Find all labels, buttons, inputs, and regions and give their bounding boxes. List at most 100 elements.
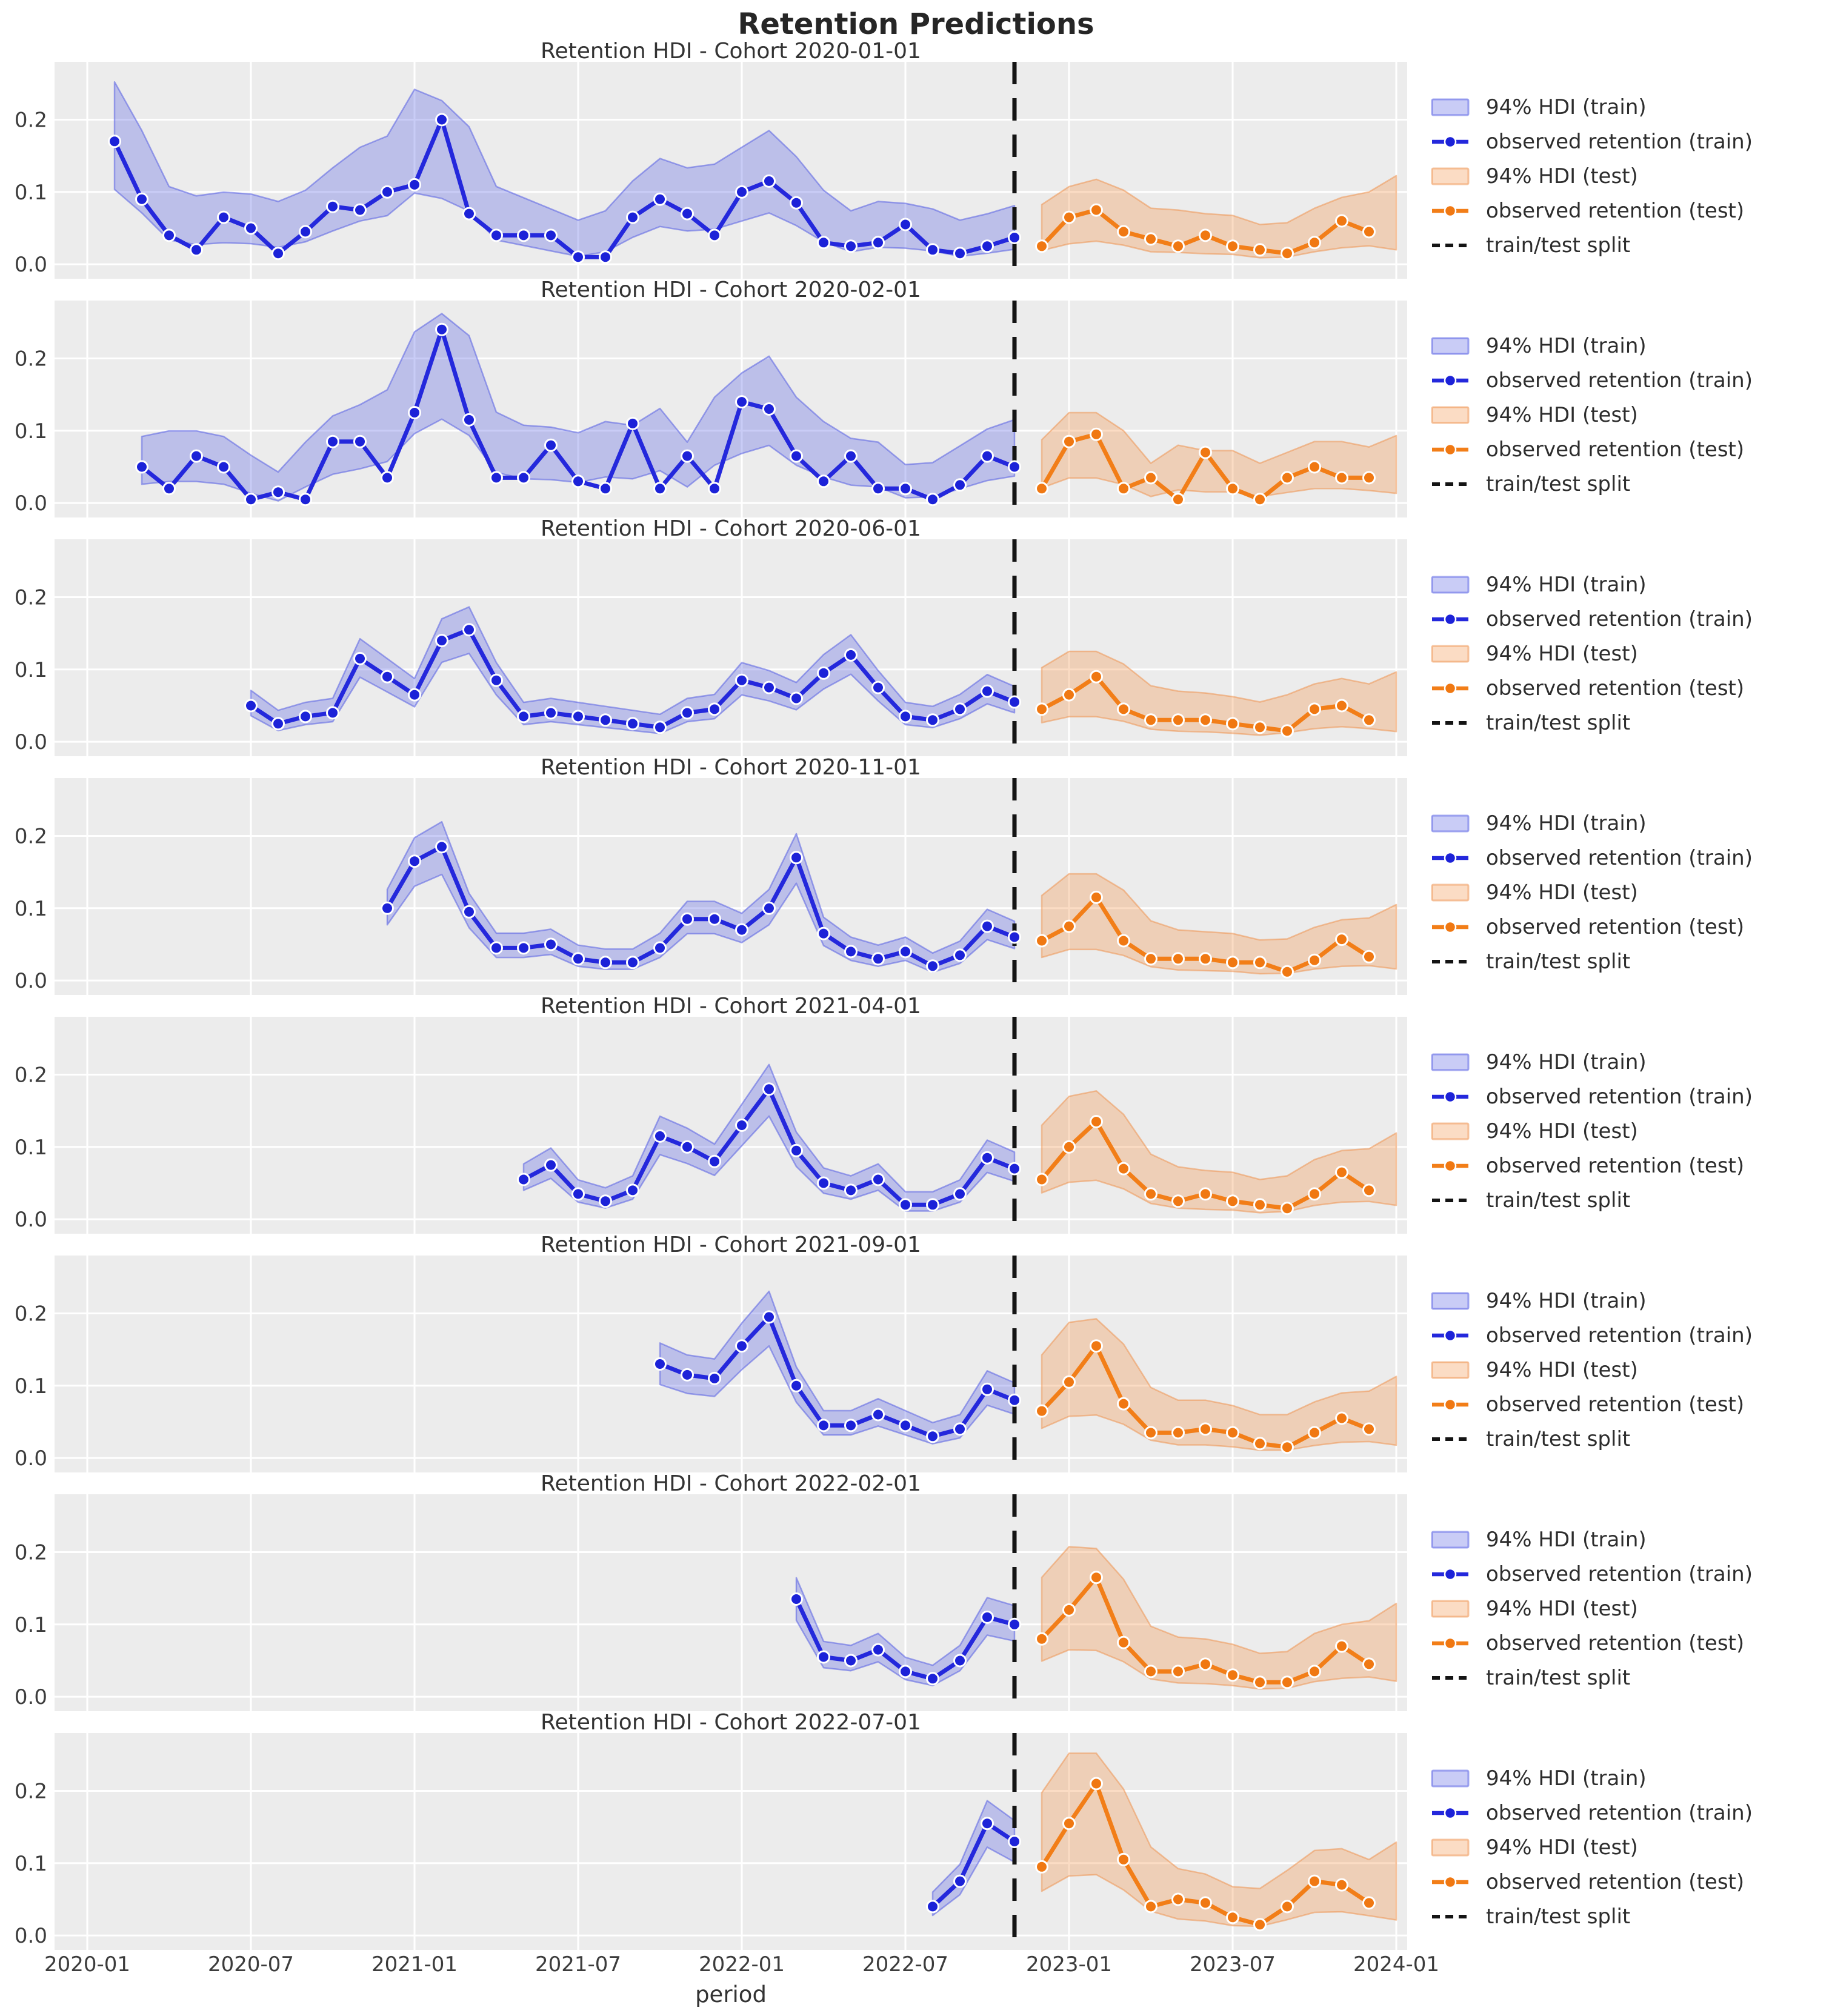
band-train-icon (1431, 1292, 1470, 1309)
observed-point (217, 460, 230, 474)
y-tick-label: 0.1 (15, 419, 47, 444)
observed-point (353, 203, 367, 217)
observed-point (1035, 1860, 1048, 1874)
observed-point (599, 713, 612, 727)
observed-point (1199, 1896, 1212, 1910)
observed-point (162, 482, 176, 496)
observed-point (1008, 460, 1021, 474)
y-tick-label: 0.1 (15, 1374, 47, 1399)
observed-point (626, 717, 639, 731)
line-train-icon (1432, 1806, 1468, 1819)
observed-point (408, 688, 421, 702)
legend-label: 94% HDI (train) (1486, 1527, 1647, 1552)
y-tick-label: 0.0 (15, 253, 47, 277)
observed-point (653, 482, 667, 496)
legend-label: 94% HDI (train) (1486, 811, 1647, 836)
axes-background (55, 1733, 1407, 1950)
dashed-split-icon (1432, 720, 1468, 725)
observed-point (1117, 1162, 1130, 1176)
legend-item-dashed-split: train/test split (1412, 1899, 1832, 1934)
observed-point (1335, 1411, 1348, 1425)
observed-point (1090, 1571, 1103, 1585)
observed-point (1062, 919, 1076, 933)
legend-label: train/test split (1486, 1188, 1631, 1213)
subplot-row: 0.0 0.1 0.2 94% HDI (train) observed retent… (0, 301, 1832, 517)
legend-item-line-test: observed retention (test) (1412, 910, 1832, 944)
y-tick-label: 0.0 (15, 491, 47, 516)
observed-point (653, 192, 667, 206)
observed-point (844, 239, 858, 253)
y-tick-label: 0.1 (15, 1852, 47, 1876)
legend-label: observed retention (test) (1486, 676, 1745, 700)
observed-point (681, 449, 694, 463)
observed-point (244, 221, 258, 235)
observed-point (1144, 1187, 1157, 1201)
observed-point (626, 416, 639, 430)
x-tick-label: 2022-07 (862, 1952, 949, 1977)
observed-point (1335, 1165, 1348, 1179)
observed-point (517, 228, 530, 242)
observed-point (544, 937, 558, 951)
legend-label: 94% HDI (test) (1486, 880, 1638, 905)
observed-point (681, 1140, 694, 1154)
observed-point (490, 673, 503, 687)
subplot: Retention HDI - Cohort 2020-06-01 0.0 0.1… (0, 517, 1832, 756)
observed-point (926, 1198, 939, 1212)
observed-point (653, 720, 667, 734)
observed-point (871, 952, 885, 966)
observed-point (735, 185, 748, 199)
legend-item-band-test: 94% HDI (test) (1412, 398, 1832, 432)
legend-item-band-test: 94% HDI (test) (1412, 159, 1832, 193)
legend-item-band-train: 94% HDI (train) (1412, 567, 1832, 602)
observed-point (190, 243, 203, 257)
y-tick-label: 0.0 (15, 1685, 47, 1709)
observed-point (681, 1368, 694, 1382)
y-tick-label: 0.0 (15, 730, 47, 754)
plot-area: 0.0 0.1 0.2 (15, 1256, 1407, 1472)
legend-label: 94% HDI (train) (1486, 572, 1647, 597)
observed-point (1335, 1878, 1348, 1892)
y-tick-label: 0.2 (15, 108, 47, 132)
observed-point (762, 901, 776, 915)
observed-point (599, 956, 612, 970)
subplot: Retention HDI - Cohort 2020-01-01 0.0 0.1… (0, 40, 1832, 279)
legend-item-dashed-split: train/test split (1412, 228, 1832, 262)
observed-point (517, 941, 530, 955)
legend-label: observed retention (test) (1486, 437, 1745, 462)
observed-point (1199, 1657, 1212, 1671)
observed-point (899, 1665, 912, 1678)
observed-point (953, 1187, 967, 1201)
legend: 94% HDI (train) observed retention (train… (1412, 778, 1832, 995)
observed-point (1308, 1426, 1321, 1440)
observed-point (1008, 231, 1021, 244)
observed-point (544, 228, 558, 242)
observed-point (571, 250, 585, 264)
observed-point (1035, 934, 1048, 948)
observed-point (1308, 460, 1321, 474)
observed-point (1253, 720, 1267, 734)
band-test-icon (1431, 1838, 1470, 1856)
observed-point (1253, 1198, 1267, 1212)
observed-point (1362, 1183, 1376, 1197)
legend-item-line-train: observed retention (train) (1412, 840, 1832, 875)
subplot: Retention HDI - Cohort 2022-07-01 0.0 0.1… (0, 1711, 1832, 1950)
band-test-icon (1431, 167, 1470, 185)
observed-point (926, 713, 939, 727)
observed-point (790, 1592, 803, 1606)
observed-point (844, 945, 858, 959)
observed-point (299, 225, 312, 239)
y-tick-label: 0.2 (15, 1540, 47, 1565)
observed-point (817, 1176, 830, 1190)
legend-label: observed retention (train) (1486, 129, 1753, 154)
observed-point (1144, 1900, 1157, 1914)
observed-point (271, 485, 285, 499)
line-test-icon (1432, 1398, 1468, 1411)
observed-point (790, 1143, 803, 1157)
observed-point (1253, 1675, 1267, 1689)
hdi-band (1041, 1318, 1397, 1451)
observed-point (981, 919, 994, 933)
observed-point (708, 1154, 721, 1168)
subplot-title-2020-11-01: Retention HDI - Cohort 2020-11-01 (541, 755, 921, 780)
observed-point (681, 207, 694, 221)
observed-point (435, 840, 448, 854)
